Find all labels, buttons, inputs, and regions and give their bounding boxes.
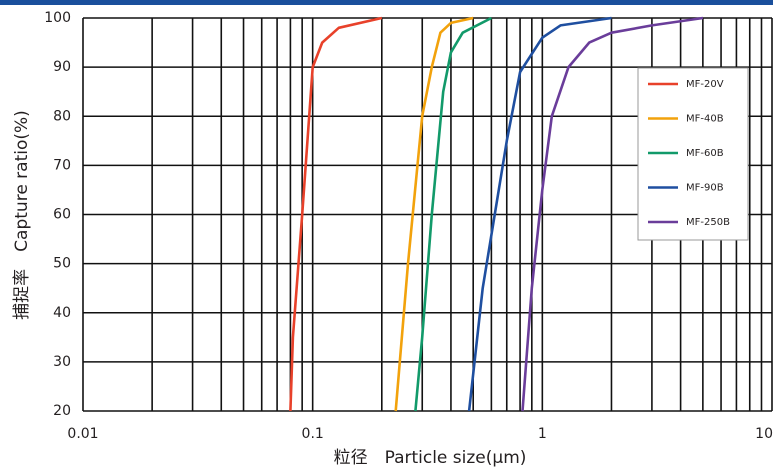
legend-label: MF-20V [686, 79, 724, 90]
x-axis-label: 粒径 Particle size(μm) [334, 448, 527, 468]
y-tick-label: 80 [53, 108, 71, 124]
x-tick-label: 0.1 [302, 426, 324, 442]
x-tick-label: 1 [538, 426, 547, 442]
y-tick-label: 40 [53, 305, 71, 321]
x-tick-label: 0.01 [67, 426, 98, 442]
series-line [414, 16, 492, 412]
series-line [394, 16, 474, 412]
y-tick-label: 100 [44, 10, 71, 26]
top-bar [0, 0, 773, 5]
legend-label: MF-250B [686, 217, 730, 228]
y-axis-label: 捕捉率 Capture ratio(%) [12, 110, 32, 320]
y-tick-label: 70 [53, 157, 71, 173]
y-tick-label: 50 [53, 256, 71, 272]
series-line [289, 16, 383, 412]
y-tick-label: 30 [53, 354, 71, 370]
x-tick-label: 10 [755, 426, 773, 442]
y-tick-label: 60 [53, 207, 71, 223]
legend-label: MF-60B [686, 148, 724, 159]
y-tick-label: 90 [53, 59, 71, 75]
series-line [521, 16, 704, 412]
legend-label: MF-90B [686, 183, 724, 194]
series-line [467, 16, 612, 412]
legend-label: MF-40B [686, 114, 724, 125]
y-tick-label: 20 [53, 403, 71, 419]
